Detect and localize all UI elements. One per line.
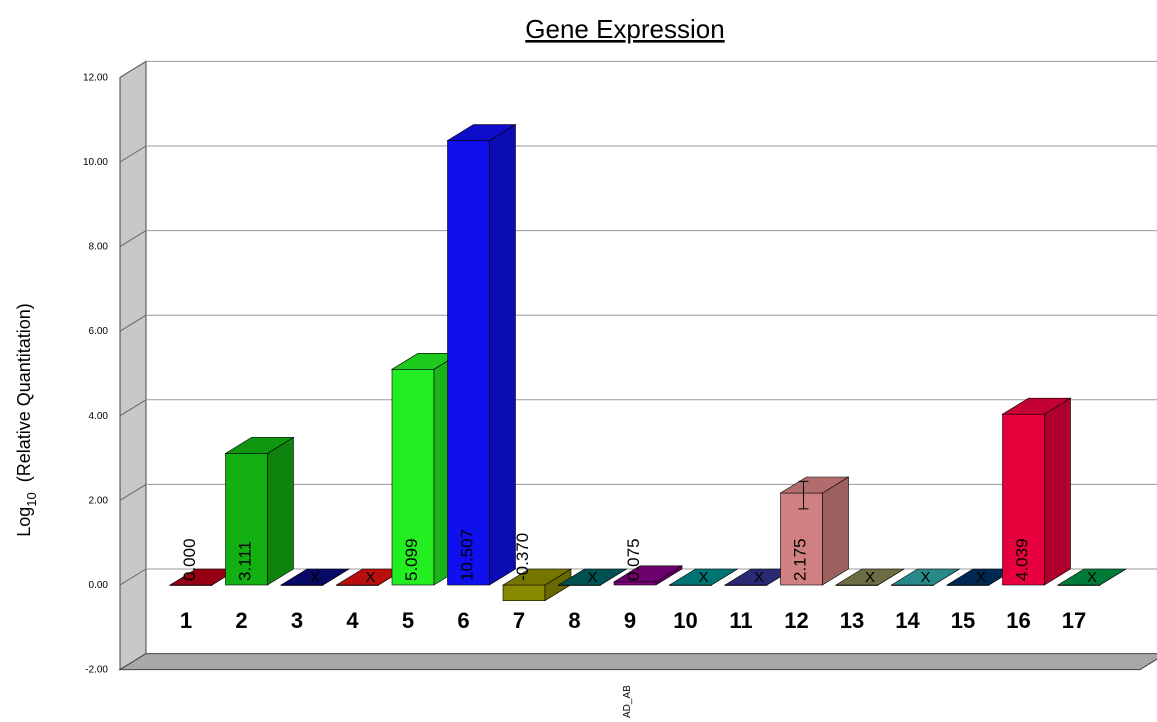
bar-top xyxy=(224,437,295,454)
value-labels: 0.000 3.111 X X 5.099 10.507 -0.370 X 0.075 X X 2.1… xyxy=(180,529,1097,586)
x-tick-label: 9 xyxy=(624,608,636,633)
no-data-mark: X xyxy=(365,569,375,586)
x-axis-label: AD_AB xyxy=(622,685,633,718)
value-label: 0.000 xyxy=(180,538,199,581)
grid-line-side xyxy=(119,230,147,248)
bar-8 xyxy=(557,568,628,586)
bars xyxy=(168,124,1128,602)
y-tick-label: 4.00 xyxy=(89,411,109,422)
y-tick-label: 8.00 xyxy=(89,242,109,253)
value-label: 4.039 xyxy=(1013,538,1032,581)
bar-10 xyxy=(668,568,739,586)
bar-9 xyxy=(612,565,684,586)
bar-top xyxy=(501,568,573,586)
bar-3 xyxy=(279,568,351,586)
x-tick-label: 11 xyxy=(729,608,752,633)
bar-13 xyxy=(834,568,906,586)
x-tick-label: 10 xyxy=(673,608,697,633)
bar-16 xyxy=(1001,397,1072,586)
x-tick-label: 12 xyxy=(784,608,808,633)
y-tick-label: 10.00 xyxy=(83,157,108,168)
bar-front xyxy=(613,581,657,586)
bar-17 xyxy=(1056,568,1128,586)
bar-top xyxy=(668,568,739,586)
bar-side xyxy=(267,436,294,586)
x-tick-label: 6 xyxy=(457,608,469,633)
y-tick-label: 0.00 xyxy=(89,580,109,591)
chart-title: Gene Expression xyxy=(525,14,724,44)
no-data-mark: X xyxy=(754,569,764,586)
grid-line-side xyxy=(119,314,147,332)
x-tick-label: 4 xyxy=(346,608,359,633)
grid-line-side xyxy=(119,399,147,417)
x-tick-label: 8 xyxy=(568,608,580,633)
value-label: 2.175 xyxy=(791,538,810,581)
y-axis-label: Log10(Relative Quantitation) xyxy=(14,303,39,537)
bar-side xyxy=(1044,397,1071,586)
x-tick-label: 5 xyxy=(402,608,414,633)
value-label: 5.099 xyxy=(402,538,421,581)
bar-top xyxy=(612,565,684,583)
value-label: 10.507 xyxy=(458,529,477,581)
value-label: 0.075 xyxy=(624,538,643,581)
y-tick-label: 12.00 xyxy=(83,72,108,83)
no-data-mark: X xyxy=(698,569,708,586)
x-tick-label: 1 xyxy=(180,608,192,633)
bar-2 xyxy=(224,436,295,586)
x-tick-label: 14 xyxy=(895,608,920,633)
no-data-mark: X xyxy=(976,569,986,586)
no-data-mark: X xyxy=(920,569,930,586)
no-data-mark: X xyxy=(1087,569,1097,586)
bar-6 xyxy=(446,124,517,586)
y-axis-ticks: -2.00 0.00 2.00 4.00 6.00 8.00 10.00 12.00 xyxy=(83,72,108,675)
bar-front xyxy=(502,584,546,601)
bar-7 xyxy=(501,568,573,602)
bar-front xyxy=(447,140,490,586)
no-data-mark: X xyxy=(310,569,320,586)
x-tick-label: 15 xyxy=(951,608,975,633)
bar-front xyxy=(391,369,435,586)
bar-top xyxy=(779,476,850,494)
x-tick-label: 3 xyxy=(291,608,303,633)
grid-line-side xyxy=(119,60,147,78)
no-data-mark: X xyxy=(865,569,875,586)
bar-top xyxy=(446,124,517,141)
bar-side xyxy=(489,124,516,586)
bar-top xyxy=(557,568,628,586)
value-label: -0.370 xyxy=(513,533,532,581)
x-tick-label: 7 xyxy=(513,608,525,633)
x-tick-label: 13 xyxy=(840,608,864,633)
y-tick-label: -2.00 xyxy=(85,665,108,676)
bar-12 xyxy=(779,476,850,586)
floor xyxy=(118,653,1157,671)
grid-line-side xyxy=(119,483,147,501)
x-tick-label: 17 xyxy=(1062,608,1086,633)
value-label: 3.111 xyxy=(236,541,255,581)
no-data-mark: X xyxy=(587,569,597,586)
x-axis-ticks: 1 2 3 4 5 6 7 8 9 10 11 12 13 14 15 16 17 xyxy=(180,608,1086,633)
bar-top xyxy=(1001,397,1072,415)
bar-top xyxy=(1056,568,1128,586)
bar-front xyxy=(1002,413,1045,586)
y-tick-label: 6.00 xyxy=(89,326,109,337)
x-tick-label: 2 xyxy=(235,608,247,633)
x-tick-label: 16 xyxy=(1006,608,1030,633)
bar-top xyxy=(834,568,906,586)
bar-top xyxy=(890,568,961,586)
bar-top xyxy=(279,568,351,586)
grid-lines xyxy=(119,60,1157,586)
bar-14 xyxy=(890,568,961,586)
y-tick-label: 2.00 xyxy=(89,495,109,506)
bar-side xyxy=(822,476,849,586)
grid-line-side xyxy=(119,568,147,586)
left-wall xyxy=(119,60,147,671)
grid-line-side xyxy=(119,145,147,163)
